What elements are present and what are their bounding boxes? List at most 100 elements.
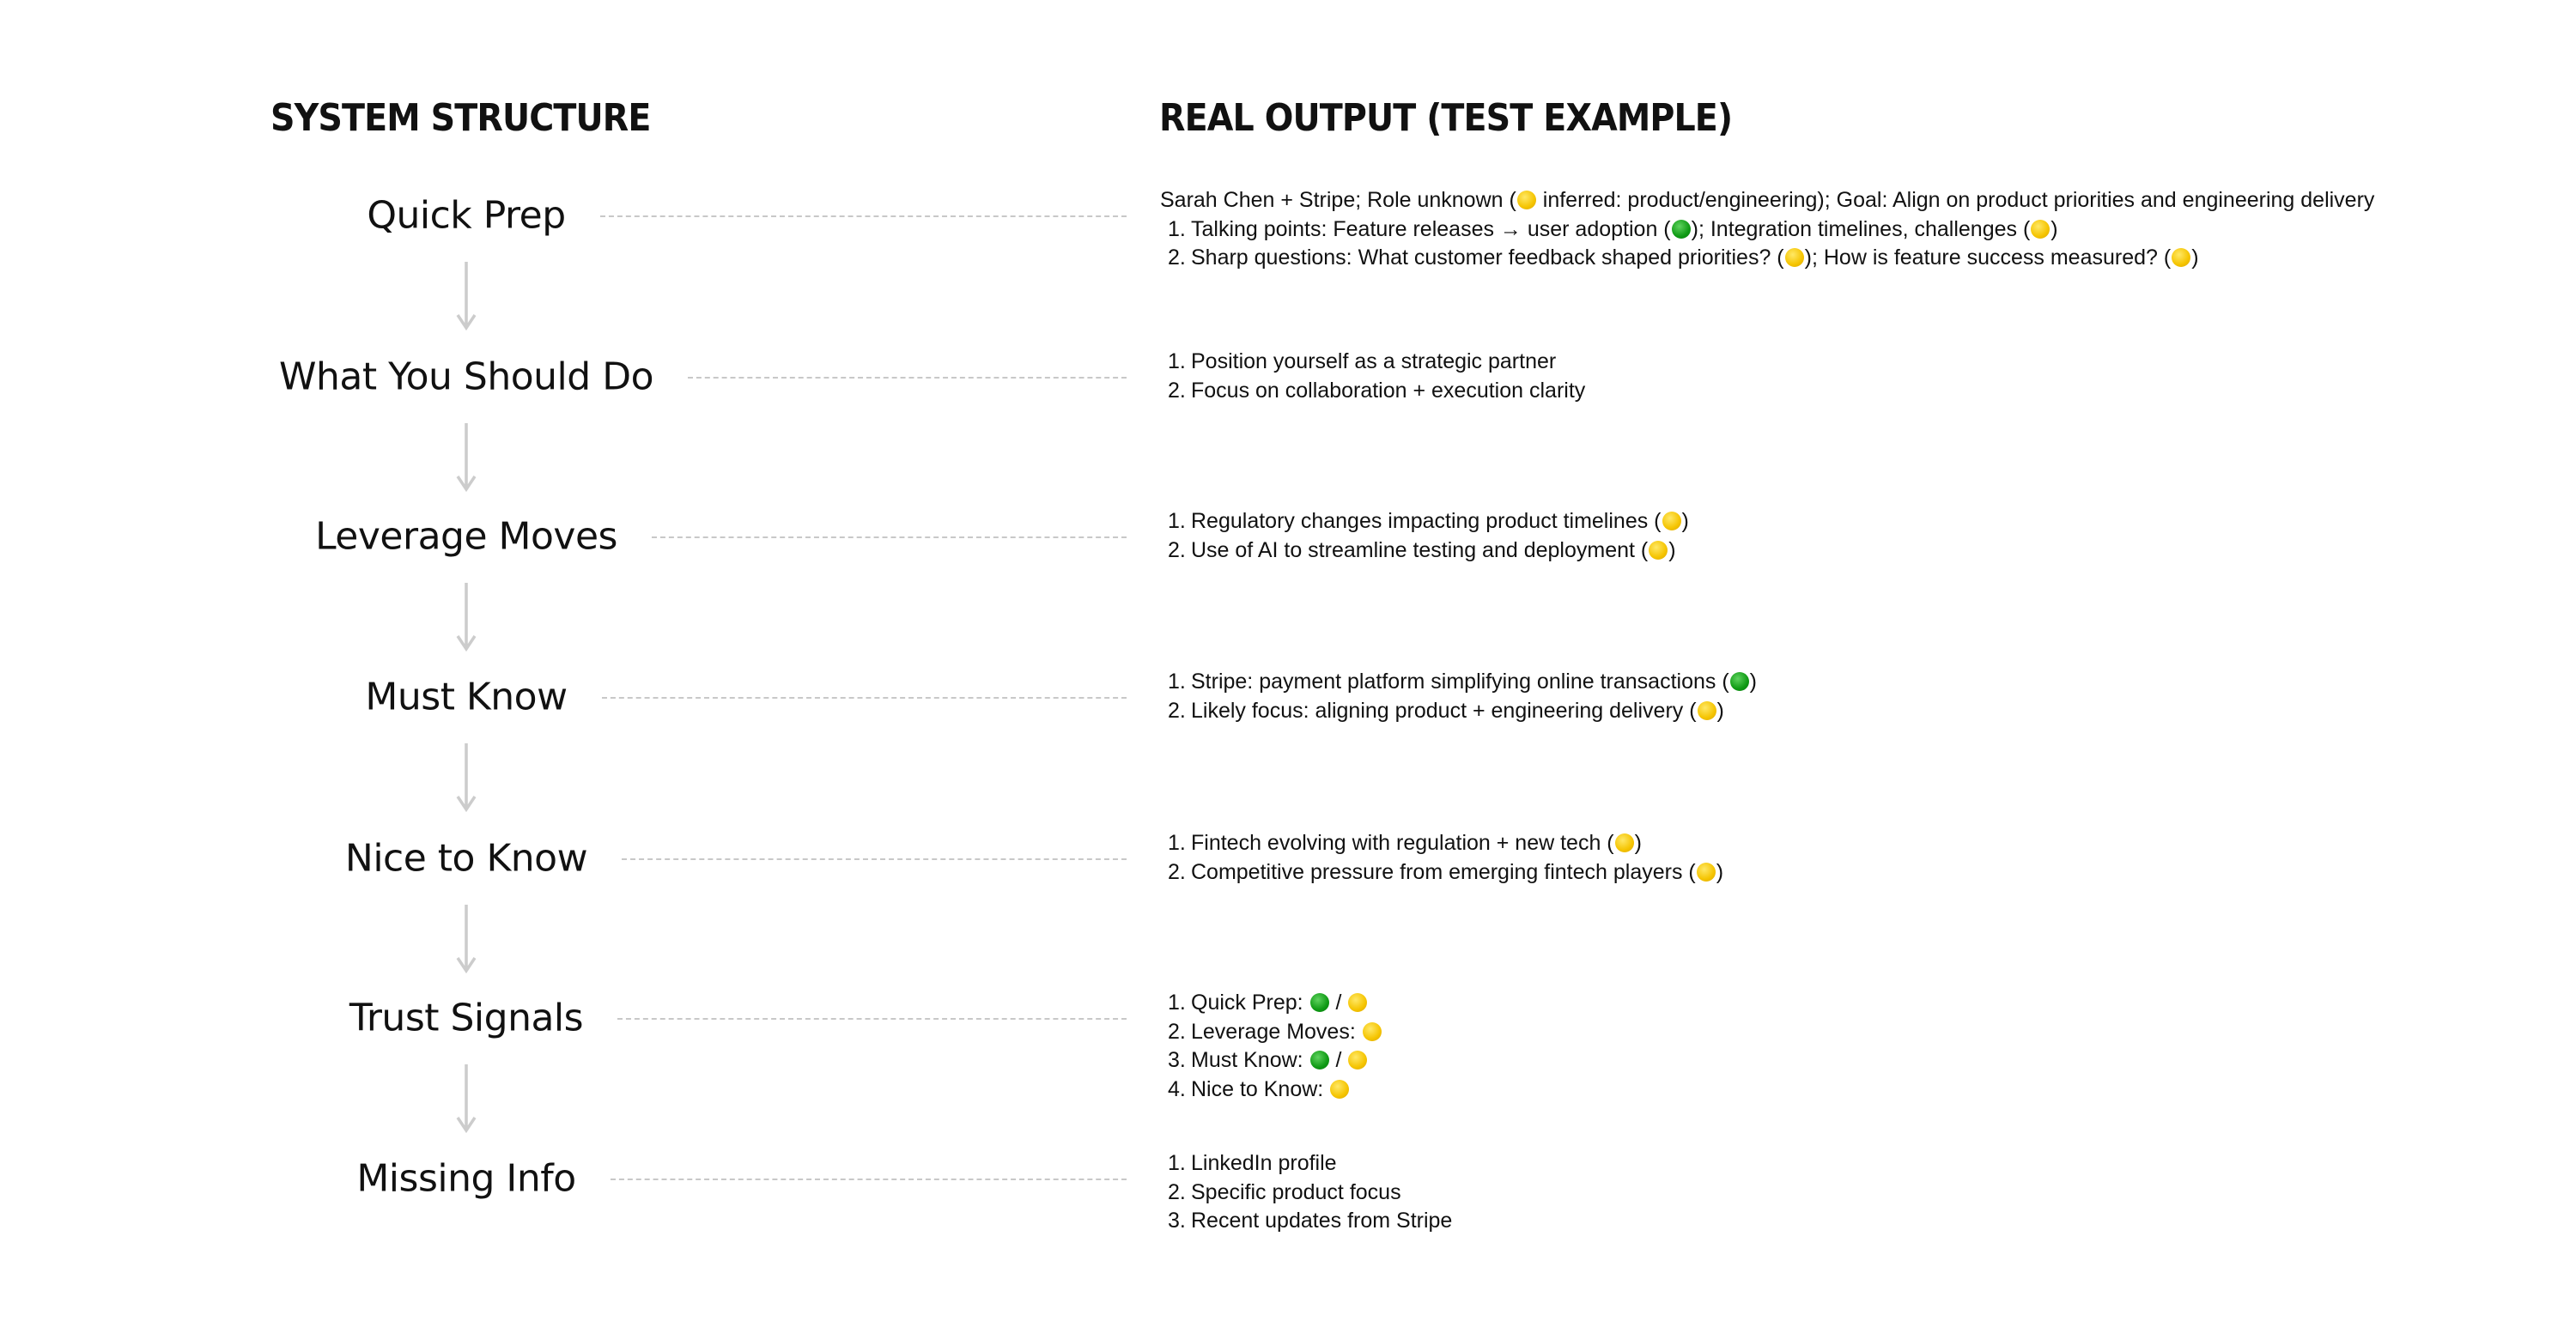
arrow-down-icon: [456, 743, 477, 812]
output-leverage-moves: 1. Regulatory changes impacting product t…: [1160, 507, 1689, 565]
list-number: 2.: [1168, 1179, 1186, 1204]
item-text: Sharp questions: What customer feedback …: [1191, 245, 1784, 270]
yellow-circle-icon: [1614, 833, 1634, 852]
item-text: ); How is feature success measured? (: [1804, 245, 2172, 270]
list-number: 3.: [1168, 1209, 1186, 1233]
item-text: Specific product focus: [1191, 1179, 1401, 1204]
yellow-circle-icon: [1784, 248, 1804, 267]
list-item: 2. Focus on collaboration + execution cla…: [1160, 377, 1585, 406]
arrow-down-icon: [456, 905, 477, 973]
yellow-circle-icon: [1516, 191, 1536, 209]
item-text: Position yourself as a strategic partner: [1191, 349, 1557, 373]
step-nice-to-know: Nice to Know: [344, 836, 588, 881]
list-item: 3. Recent updates from Stripe: [1160, 1207, 1452, 1236]
item-text: Recent updates from Stripe: [1191, 1209, 1453, 1233]
arrow-down-icon: [456, 423, 477, 492]
item-text: Talking points: Feature releases → user …: [1191, 216, 1671, 241]
list-number: 2.: [1168, 859, 1186, 884]
item-text: Leverage Moves:: [1191, 1019, 1362, 1044]
dashed-connector: [687, 377, 1127, 379]
output-what-you-should-do: 1. Position yourself as a strategic partn…: [1160, 348, 1585, 405]
list-item: 1. Position yourself as a strategic partn…: [1160, 348, 1585, 377]
output-nice-to-know: 1. Fintech evolving with regulation + new…: [1160, 829, 1723, 887]
item-text: LinkedIn profile: [1191, 1151, 1337, 1175]
output-quick-prep: Sarah Chen + Stripe; Role unknown ( infe…: [1160, 186, 2374, 273]
item-text: ): [1681, 509, 1689, 533]
item-text: Must Know:: [1191, 1048, 1309, 1072]
yellow-circle-icon: [2031, 219, 2050, 239]
list-item: 2. Leverage Moves:: [1160, 1018, 1382, 1047]
item-text: ): [1634, 831, 1642, 855]
list-item: 3. Must Know: /: [1160, 1046, 1382, 1076]
list-number: 2.: [1168, 537, 1186, 562]
list-item: 2. Likely focus: aligning product + engin…: [1160, 697, 1757, 726]
item-text: Fintech evolving with regulation + new t…: [1191, 831, 1614, 855]
dashed-connector: [601, 697, 1127, 699]
summary-line: Sarah Chen + Stripe; Role unknown ( infe…: [1160, 186, 2374, 215]
yellow-circle-icon: [1348, 993, 1368, 1012]
dashed-connector: [610, 1179, 1127, 1180]
list-number: 2.: [1168, 1019, 1186, 1044]
green-circle-icon: [1671, 219, 1691, 239]
yellow-circle-icon: [1362, 1021, 1382, 1041]
list-item: 1. Talking points: Feature releases → use…: [1160, 215, 2374, 245]
item-text: ): [2050, 216, 2058, 241]
list-item: 1. Stripe: payment platform simplifying o…: [1160, 668, 1757, 697]
list-item: 1. Quick Prep: /: [1160, 989, 1382, 1018]
arrow-down-icon: [456, 583, 477, 651]
list-number: 1.: [1168, 509, 1186, 533]
list-number: 1.: [1168, 831, 1186, 855]
list-item: 2. Specific product focus: [1160, 1179, 1452, 1208]
list-item: 1. Fintech evolving with regulation + new…: [1160, 829, 1723, 858]
list-number: 1.: [1168, 991, 1186, 1015]
item-text: Nice to Know:: [1191, 1076, 1330, 1101]
yellow-circle-icon: [1662, 512, 1681, 530]
list-number: 3.: [1168, 1048, 1186, 1072]
list-item: 1. Regulatory changes impacting product t…: [1160, 507, 1689, 536]
item-text: ): [2191, 245, 2199, 270]
list-number: 1.: [1168, 1151, 1186, 1175]
green-circle-icon: [1309, 993, 1329, 1012]
item-text: ): [1668, 537, 1676, 562]
arrow-down-icon: [456, 262, 477, 330]
list-number: 2.: [1168, 245, 1186, 270]
step-missing-info: Missing Info: [356, 1156, 576, 1201]
list-item: 4. Nice to Know:: [1160, 1076, 1382, 1105]
yellow-circle-icon: [2172, 248, 2191, 267]
list-number: 4.: [1168, 1076, 1186, 1101]
list-item: 2. Sharp questions: What customer feedbac…: [1160, 244, 2374, 273]
yellow-circle-icon: [1696, 862, 1716, 882]
green-circle-icon: [1309, 1051, 1329, 1070]
item-text: inferred: product/engineering); Goal: Al…: [1536, 188, 2375, 212]
dashed-connector: [599, 215, 1127, 217]
list-number: 1.: [1168, 670, 1186, 694]
dashed-connector: [622, 858, 1127, 860]
output-must-know: 1. Stripe: payment platform simplifying o…: [1160, 668, 1757, 725]
arrow-down-icon: [456, 1064, 477, 1133]
step-leverage-moves: Leverage Moves: [315, 514, 617, 559]
list-item: 2. Use of AI to streamline testing and de…: [1160, 536, 1689, 566]
item-text: Sarah Chen + Stripe; Role unknown (: [1160, 188, 1516, 212]
list-number: 2.: [1168, 698, 1186, 723]
output-missing-info: 1. LinkedIn profile 2. Specific product foc…: [1160, 1149, 1452, 1236]
item-text: /: [1329, 1048, 1348, 1072]
output-trust-signals: 1. Quick Prep: / 2. Leverage Moves: 3. Must…: [1160, 989, 1382, 1104]
step-what-you-should-do: What You Should Do: [279, 354, 653, 399]
item-text: Stripe: payment platform simplifying onl…: [1191, 670, 1729, 694]
yellow-circle-icon: [1697, 700, 1716, 720]
dashed-connector: [651, 536, 1127, 538]
list-item: 1. LinkedIn profile: [1160, 1149, 1452, 1179]
item-text: Competitive pressure from emerging finte…: [1191, 859, 1696, 884]
step-quick-prep: Quick Prep: [367, 193, 566, 238]
yellow-circle-icon: [1330, 1079, 1350, 1099]
dashed-connector: [617, 1018, 1127, 1020]
system-structure-heading: SYSTEM STRUCTURE: [270, 96, 651, 140]
item-text: ): [1716, 698, 1724, 723]
yellow-circle-icon: [1649, 540, 1668, 560]
item-text: Likely focus: aligning product + enginee…: [1191, 698, 1697, 723]
item-text: Quick Prep:: [1191, 991, 1309, 1015]
list-number: 2.: [1168, 378, 1186, 403]
item-text: Focus on collaboration + execution clari…: [1191, 378, 1586, 403]
yellow-circle-icon: [1348, 1051, 1368, 1070]
step-trust-signals: Trust Signals: [349, 996, 584, 1040]
